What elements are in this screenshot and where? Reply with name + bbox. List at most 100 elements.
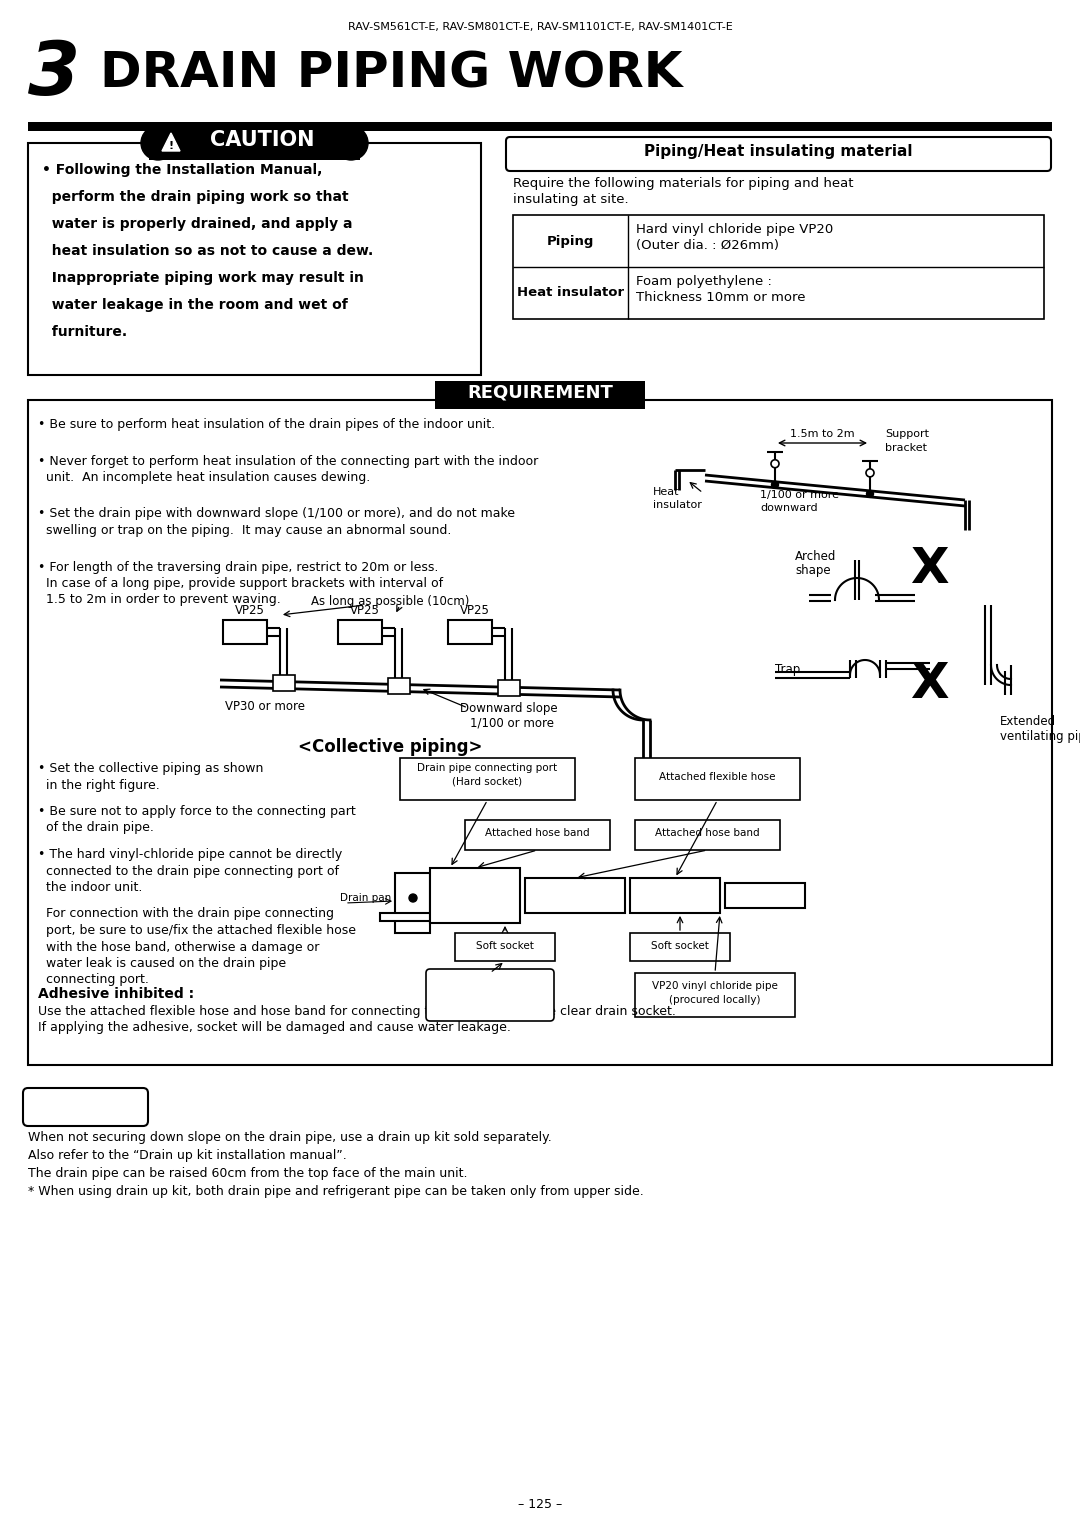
Text: 1.5m to 2m: 1.5m to 2m xyxy=(791,429,854,439)
Text: Drain pipe connecting port: Drain pipe connecting port xyxy=(418,762,557,773)
Bar xyxy=(513,215,1044,319)
Bar xyxy=(28,122,1052,131)
Bar xyxy=(448,621,492,644)
Text: As long as possible (10cm): As long as possible (10cm) xyxy=(311,595,469,608)
Text: connected to the drain pipe connecting port of: connected to the drain pipe connecting p… xyxy=(38,865,339,877)
Text: (Hard socket): (Hard socket) xyxy=(453,778,523,787)
Text: • Set the collective piping as shown: • Set the collective piping as shown xyxy=(38,762,264,775)
Text: port, be sure to use/fix the attached flexible hose: port, be sure to use/fix the attached fl… xyxy=(38,924,356,936)
Bar xyxy=(465,820,610,849)
Bar xyxy=(525,878,625,913)
Text: CAUTION: CAUTION xyxy=(211,130,314,149)
Text: Attached flexible hose: Attached flexible hose xyxy=(659,772,775,782)
Text: unit.  An incomplete heat insulation causes dewing.: unit. An incomplete heat insulation caus… xyxy=(38,471,370,483)
Text: – 125 –: – 125 – xyxy=(518,1498,562,1511)
Text: insulating at site.: insulating at site. xyxy=(513,194,629,206)
Text: 1/100 or more: 1/100 or more xyxy=(760,490,839,500)
Text: water leak is caused on the drain pipe: water leak is caused on the drain pipe xyxy=(38,958,286,970)
Text: Arched: Arched xyxy=(795,551,836,563)
Text: Hard vinyl chloride pipe VP20: Hard vinyl chloride pipe VP20 xyxy=(636,223,834,236)
Circle shape xyxy=(771,459,779,468)
Text: VP30 or more: VP30 or more xyxy=(225,700,305,714)
Text: of the drain pipe.: of the drain pipe. xyxy=(38,822,153,834)
Text: Attached hose band: Attached hose band xyxy=(656,828,760,839)
Text: X: X xyxy=(910,544,948,593)
Text: Extended: Extended xyxy=(1000,715,1056,727)
Text: Require the following materials for piping and heat: Require the following materials for pipi… xyxy=(513,177,853,191)
Text: • The hard vinyl-chloride pipe cannot be directly: • The hard vinyl-chloride pipe cannot be… xyxy=(38,848,342,862)
Text: (procured locally): (procured locally) xyxy=(670,994,760,1005)
Text: Soft socket: Soft socket xyxy=(476,941,534,952)
Polygon shape xyxy=(162,133,180,151)
Text: prohibited: prohibited xyxy=(463,994,516,1005)
Text: • Set the drain pipe with downward slope (1/100 or more), and do not make: • Set the drain pipe with downward slope… xyxy=(38,508,515,520)
Text: heat insulation so as not to cause a dew.: heat insulation so as not to cause a dew… xyxy=(42,244,374,258)
Circle shape xyxy=(334,127,368,160)
Text: Piping/Heat insulating material: Piping/Heat insulating material xyxy=(645,143,913,159)
Text: X: X xyxy=(910,660,948,708)
Text: Soft socket: Soft socket xyxy=(651,941,708,952)
Text: REQUIREMENT: REQUIREMENT xyxy=(467,384,613,403)
Text: For connection with the drain pipe connecting: For connection with the drain pipe conne… xyxy=(38,907,334,921)
Bar xyxy=(635,758,800,801)
Text: In case of a long pipe, provide support brackets with interval of: In case of a long pipe, provide support … xyxy=(38,576,443,590)
Bar xyxy=(28,400,1052,1064)
Text: the indoor unit.: the indoor unit. xyxy=(38,881,143,894)
Bar xyxy=(635,820,780,849)
Text: DRAIN PIPING WORK: DRAIN PIPING WORK xyxy=(100,50,683,98)
Text: VP20 vinyl chloride pipe: VP20 vinyl chloride pipe xyxy=(652,981,778,991)
Text: Thickness 10mm or more: Thickness 10mm or more xyxy=(636,291,806,303)
Bar xyxy=(380,913,430,921)
Bar xyxy=(725,883,805,907)
Text: Inappropriate piping work may result in: Inappropriate piping work may result in xyxy=(42,271,364,285)
Bar xyxy=(630,878,720,913)
Text: 3: 3 xyxy=(28,38,80,111)
Text: Drain up: Drain up xyxy=(49,1098,122,1113)
Text: water leakage in the room and wet of: water leakage in the room and wet of xyxy=(42,297,348,313)
Bar xyxy=(630,933,730,961)
Text: (Outer dia. : Ø26mm): (Outer dia. : Ø26mm) xyxy=(636,239,779,252)
Bar xyxy=(435,381,645,409)
Text: • Following the Installation Manual,: • Following the Installation Manual, xyxy=(42,163,322,177)
Circle shape xyxy=(409,894,417,901)
Text: bracket: bracket xyxy=(885,442,927,453)
Text: swelling or trap on the piping.  It may cause an abnormal sound.: swelling or trap on the piping. It may c… xyxy=(38,525,451,537)
Text: RAV-SM561CT-E, RAV-SM801CT-E, RAV-SM1101CT-E, RAV-SM1401CT-E: RAV-SM561CT-E, RAV-SM801CT-E, RAV-SM1101… xyxy=(348,21,732,32)
Text: ventilating pipe: ventilating pipe xyxy=(1000,730,1080,743)
Text: with the hose band, otherwise a damage or: with the hose band, otherwise a damage o… xyxy=(38,941,320,953)
Bar xyxy=(388,677,410,694)
Text: insulator: insulator xyxy=(653,500,702,509)
Text: Trap: Trap xyxy=(775,663,800,676)
Text: connecting port.: connecting port. xyxy=(38,973,149,987)
Bar xyxy=(149,127,360,160)
Text: Adhesive agent: Adhesive agent xyxy=(449,981,530,991)
Text: Support: Support xyxy=(885,429,929,439)
Text: 1/100 or more: 1/100 or more xyxy=(470,717,554,730)
Circle shape xyxy=(866,491,874,497)
Text: perform the drain piping work so that: perform the drain piping work so that xyxy=(42,191,349,204)
Bar xyxy=(498,680,519,697)
Text: Heat: Heat xyxy=(653,486,679,497)
Text: • Never forget to perform heat insulation of the connecting part with the indoor: • Never forget to perform heat insulatio… xyxy=(38,454,538,468)
Text: Piping: Piping xyxy=(546,235,594,247)
Text: The drain pipe can be raised 60cm from the top face of the main unit.: The drain pipe can be raised 60cm from t… xyxy=(28,1167,468,1180)
Text: shape: shape xyxy=(795,564,831,576)
Text: VP25: VP25 xyxy=(235,604,265,618)
Text: VP25: VP25 xyxy=(350,604,380,618)
Text: Adhesive inhibited :: Adhesive inhibited : xyxy=(38,987,194,1000)
FancyBboxPatch shape xyxy=(507,137,1051,171)
Bar xyxy=(222,621,267,644)
Text: furniture.: furniture. xyxy=(42,325,127,339)
Circle shape xyxy=(141,127,175,160)
Bar xyxy=(28,143,481,375)
Text: • Be sure to perform heat insulation of the drain pipes of the indoor unit.: • Be sure to perform heat insulation of … xyxy=(38,418,495,432)
FancyBboxPatch shape xyxy=(426,968,554,1022)
Text: If applying the adhesive, socket will be damaged and cause water leakage.: If applying the adhesive, socket will be… xyxy=(38,1022,511,1034)
Text: Foam polyethylene :: Foam polyethylene : xyxy=(636,274,772,288)
Text: !: ! xyxy=(168,140,174,151)
Bar xyxy=(338,621,382,644)
Circle shape xyxy=(771,482,779,488)
Text: Attached hose band: Attached hose band xyxy=(485,828,590,839)
Text: • Be sure not to apply force to the connecting part: • Be sure not to apply force to the conn… xyxy=(38,805,355,817)
Text: in the right figure.: in the right figure. xyxy=(38,778,160,791)
